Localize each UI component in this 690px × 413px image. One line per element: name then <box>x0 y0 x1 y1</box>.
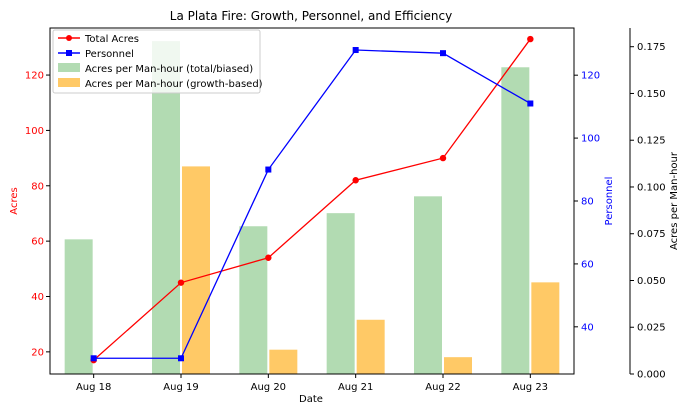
y-axis-acres: 20 40 60 80 100 120 <box>25 71 50 358</box>
bar-total-0 <box>64 239 93 374</box>
chart-title: La Plata Fire: Growth, Personnel, and Ef… <box>170 9 452 23</box>
point-acres-4 <box>439 154 447 162</box>
y-axis-label-acres: Acres <box>9 187 20 214</box>
point-personnel-0 <box>90 355 97 362</box>
y-axis-personnel: 40 60 80 100 120 <box>574 71 600 333</box>
x-axis: Aug 18 Aug 19 Aug 20 Aug 21 Aug 22 Aug 23 <box>76 374 548 393</box>
efficiency-tick-label-0: 0.000 <box>637 370 666 381</box>
personnel-tick-label-3: 100 <box>581 134 600 145</box>
bar-growth-2 <box>269 349 298 374</box>
bar-total-5 <box>501 67 530 375</box>
point-acres-5 <box>527 35 534 43</box>
line-personnel <box>93 49 531 359</box>
point-personnel-4 <box>440 50 446 57</box>
acres-tick-label-0: 20 <box>31 347 44 358</box>
bar-total-2 <box>239 226 268 374</box>
bar-growth-3 <box>356 319 385 374</box>
line-acres <box>93 38 531 361</box>
legend-box <box>52 29 261 94</box>
point-personnel-3 <box>352 47 359 54</box>
acres-tick-label-4: 100 <box>25 126 44 137</box>
personnel-tick-label-2: 80 <box>581 197 594 208</box>
personnel-tick-label-1: 60 <box>581 259 594 270</box>
legend-marker-1 <box>66 50 72 56</box>
bar-total-4 <box>414 196 442 374</box>
lines-layer <box>90 35 534 364</box>
x-tick-label-3: Aug 21 <box>338 382 373 393</box>
point-personnel-5 <box>527 100 534 107</box>
bar-growth-1 <box>182 166 210 374</box>
x-tick-label-5: Aug 23 <box>513 382 548 393</box>
y-axis-label-efficiency: Acres per Man-hour <box>669 151 680 250</box>
efficiency-tick-label-1: 0.025 <box>637 323 666 334</box>
point-acres-1 <box>177 279 185 286</box>
bar-growth-4 <box>444 357 472 374</box>
legend-label-1: Personnel <box>85 49 134 60</box>
personnel-tick-label-0: 40 <box>581 322 594 333</box>
legend-swatch-3 <box>58 78 80 87</box>
acres-tick-label-5: 120 <box>25 71 44 82</box>
acres-tick-label-2: 60 <box>31 237 44 248</box>
efficiency-tick-label-4: 0.100 <box>637 182 666 193</box>
point-personnel-1 <box>178 355 184 362</box>
point-personnel-2 <box>265 166 272 173</box>
efficiency-tick-label-3: 0.075 <box>637 229 666 240</box>
point-acres-3 <box>352 177 359 184</box>
legend-swatch-2 <box>58 63 80 72</box>
y-axis-label-personnel: Personnel <box>604 177 615 226</box>
legend: Total Acres Personnel Acres per Man-hour (… <box>52 29 263 94</box>
x-tick-label-0: Aug 18 <box>76 382 111 393</box>
efficiency-tick-label-2: 0.050 <box>637 276 666 287</box>
point-acres-2 <box>265 254 272 261</box>
efficiency-tick-label-5: 0.125 <box>637 136 666 147</box>
x-axis-label: Date <box>299 394 323 405</box>
efficiency-tick-label-6: 0.150 <box>637 89 666 100</box>
bars-layer <box>64 41 560 375</box>
x-tick-label-1: Aug 19 <box>163 382 198 393</box>
bar-growth-5 <box>531 282 560 374</box>
y-axis-efficiency: 0.000 0.025 0.050 0.075 0.100 0.125 0.150 0.175 <box>629 28 666 381</box>
legend-label-0: Total Acres <box>84 34 139 45</box>
x-tick-label-4: Aug 22 <box>425 382 460 393</box>
legend-label-3: Acres per Man-hour (growth-based) <box>85 79 263 90</box>
bar-total-1 <box>152 41 180 375</box>
legend-marker-0 <box>66 35 72 41</box>
personnel-tick-label-4: 120 <box>581 71 600 82</box>
acres-tick-label-1: 40 <box>31 292 44 303</box>
efficiency-tick-label-7: 0.175 <box>637 42 666 53</box>
acres-tick-label-3: 80 <box>31 181 44 192</box>
x-tick-label-2: Aug 20 <box>251 382 286 393</box>
bar-total-3 <box>326 213 355 374</box>
legend-label-2: Acres per Man-hour (total/biased) <box>85 64 253 75</box>
